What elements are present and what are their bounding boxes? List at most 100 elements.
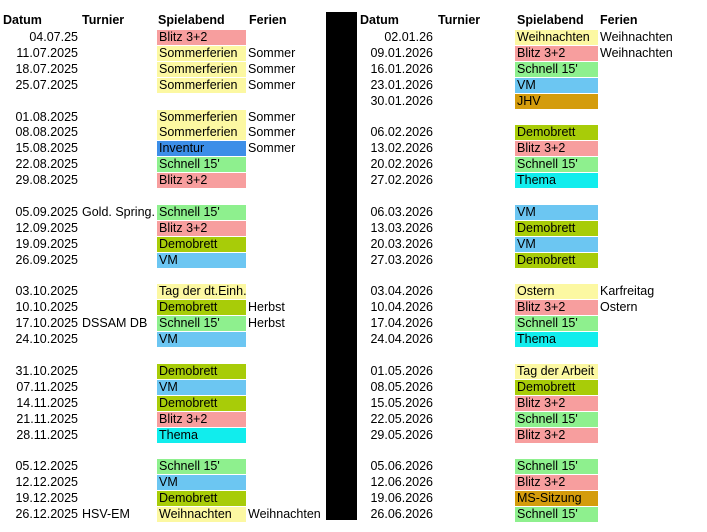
- date-cell: 26.09.2025: [15, 252, 78, 267]
- date-cell: 20.03.2026: [370, 236, 433, 251]
- spielabend-cell: Demobrett: [157, 395, 246, 411]
- date-cell: 19.06.2026: [370, 491, 433, 506]
- spielabend-cell: Demobrett: [515, 220, 598, 236]
- spielabend-cell: Schnell 15': [515, 411, 598, 427]
- date-cell: 17.10.2025: [15, 316, 78, 331]
- date-cell: 02.01.26: [384, 30, 433, 44]
- spielabend-cell: Sommerferien: [157, 61, 246, 77]
- spielabend-cell: Demobrett: [515, 379, 598, 395]
- spielabend-cell: Blitz 3+2: [515, 395, 598, 411]
- spielabend-cell: Tag der dt.Einh.: [157, 284, 247, 300]
- header-datum-right: Datum: [360, 13, 399, 27]
- spielabend-cell: Schnell 15': [515, 157, 598, 173]
- spielabend-cell: Schnell 15': [157, 204, 246, 220]
- spielabend-cell: VM: [515, 204, 598, 220]
- spielabend-cell: Schnell 15': [515, 316, 598, 332]
- ferien-cell: Karfreitag: [600, 284, 655, 299]
- date-cell: 08.05.2026: [370, 379, 433, 394]
- spielabend-cell: Sommerferien: [157, 125, 246, 141]
- spielabend-cell: Schnell 15': [157, 316, 246, 332]
- header-ferien-left: Ferien: [249, 13, 287, 27]
- spielabend-cell: VM: [157, 252, 246, 268]
- date-cell: 23.01.2026: [370, 77, 433, 92]
- spielabend-cell: Thema: [157, 427, 246, 443]
- spielabend-cell: MS-Sitzung: [515, 491, 598, 507]
- spielabend-cell: Schnell 15': [515, 507, 598, 522]
- spielabend-cell: Schnell 15': [515, 61, 598, 77]
- date-cell: 01.05.2026: [370, 363, 433, 378]
- date-cell: 14.11.2025: [16, 395, 78, 410]
- date-cell: 08.08.2025: [15, 125, 78, 140]
- spielabend-cell: Ostern: [515, 284, 598, 300]
- ferien-cell: Weihnachten: [600, 30, 673, 44]
- date-cell: 28.11.2025: [16, 427, 78, 442]
- spielabend-cell: Weihnachten: [157, 507, 246, 522]
- date-cell: 24.10.2025: [15, 332, 78, 347]
- spielabend-cell: Schnell 15': [157, 157, 246, 173]
- date-cell: 22.08.2025: [15, 157, 78, 172]
- date-cell: 19.12.2025: [15, 491, 78, 506]
- date-cell: 06.02.2026: [370, 125, 433, 140]
- ferien-cell: Sommer: [248, 141, 296, 156]
- turnier-cell: HSV-EM: [82, 507, 130, 521]
- date-cell: 05.09.2025: [15, 204, 78, 219]
- ferien-cell: Sommer: [248, 125, 296, 140]
- date-cell: 18.07.2025: [15, 61, 78, 76]
- date-cell: 30.01.2026: [370, 93, 433, 108]
- date-cell: 20.02.2026: [370, 157, 433, 172]
- date-cell: 12.06.2026: [370, 475, 433, 490]
- spielabend-cell: Blitz 3+2: [157, 411, 246, 427]
- date-cell: 27.03.2026: [370, 252, 433, 267]
- header-turnier-right: Turnier: [438, 13, 481, 27]
- date-cell: 27.02.2026: [370, 173, 433, 188]
- spielabend-cell: Demobrett: [515, 125, 598, 141]
- date-cell: 07.11.2025: [16, 379, 78, 394]
- spielabend-cell: VM: [157, 475, 246, 491]
- spielabend-cell: Schnell 15': [157, 459, 246, 475]
- spielabend-cell: Thema: [515, 173, 598, 189]
- spielabend-cell: Demobrett: [157, 491, 246, 507]
- turnier-cell: Gold. Spring.: [82, 204, 155, 219]
- header-spielabend-right: Spielabend: [517, 13, 584, 27]
- ferien-cell: Sommer: [248, 45, 296, 60]
- spielabend-cell: Sommerferien: [157, 45, 246, 61]
- date-cell: 05.12.2025: [15, 459, 78, 474]
- spielabend-cell: Weihnachten: [515, 30, 598, 45]
- date-cell: 10.04.2026: [370, 300, 433, 315]
- date-cell: 22.05.2026: [370, 411, 433, 426]
- spielabend-cell: Demobrett: [515, 252, 598, 268]
- date-cell: 16.01.2026: [370, 61, 433, 76]
- date-cell: 12.09.2025: [15, 220, 78, 235]
- date-cell: 29.05.2026: [370, 427, 433, 442]
- spielabend-cell: JHV: [515, 93, 598, 109]
- date-cell: 13.03.2026: [370, 220, 433, 235]
- header-spielabend-left: Spielabend: [158, 13, 225, 27]
- date-cell: 31.10.2025: [15, 363, 78, 378]
- date-cell: 01.08.2025: [15, 109, 78, 124]
- spielabend-cell: Demobrett: [157, 363, 246, 379]
- spielabend-cell: Blitz 3+2: [515, 45, 598, 61]
- ferien-cell: Sommer: [248, 61, 296, 76]
- spielabend-cell: Blitz 3+2: [515, 300, 598, 316]
- date-cell: 12.12.2025: [15, 475, 78, 490]
- spielabend-cell: Sommerferien: [157, 109, 246, 125]
- spielabend-cell: Blitz 3+2: [157, 30, 246, 45]
- spielabend-cell: Demobrett: [157, 300, 246, 316]
- date-cell: 05.06.2026: [370, 459, 433, 474]
- spielabend-cell: Inventur: [157, 141, 246, 157]
- spielabend-cell: Schnell 15': [515, 459, 598, 475]
- date-cell: 09.01.2026: [370, 45, 433, 60]
- spielabend-cell: VM: [157, 379, 246, 395]
- date-cell: 03.10.2025: [15, 284, 78, 299]
- date-cell: 03.04.2026: [370, 284, 433, 299]
- spielabend-cell: Blitz 3+2: [515, 141, 598, 157]
- ferien-cell: Sommer: [248, 77, 296, 92]
- spielabend-cell: Blitz 3+2: [515, 475, 598, 491]
- header-datum-left: Datum: [3, 13, 42, 27]
- spielabend-cell: Blitz 3+2: [157, 220, 246, 236]
- header-ferien-right: Ferien: [600, 13, 638, 27]
- ferien-cell: Weihnachten: [248, 507, 321, 521]
- date-cell: 24.04.2026: [370, 332, 433, 347]
- date-cell: 15.08.2025: [15, 141, 78, 156]
- date-cell: 29.08.2025: [15, 173, 78, 188]
